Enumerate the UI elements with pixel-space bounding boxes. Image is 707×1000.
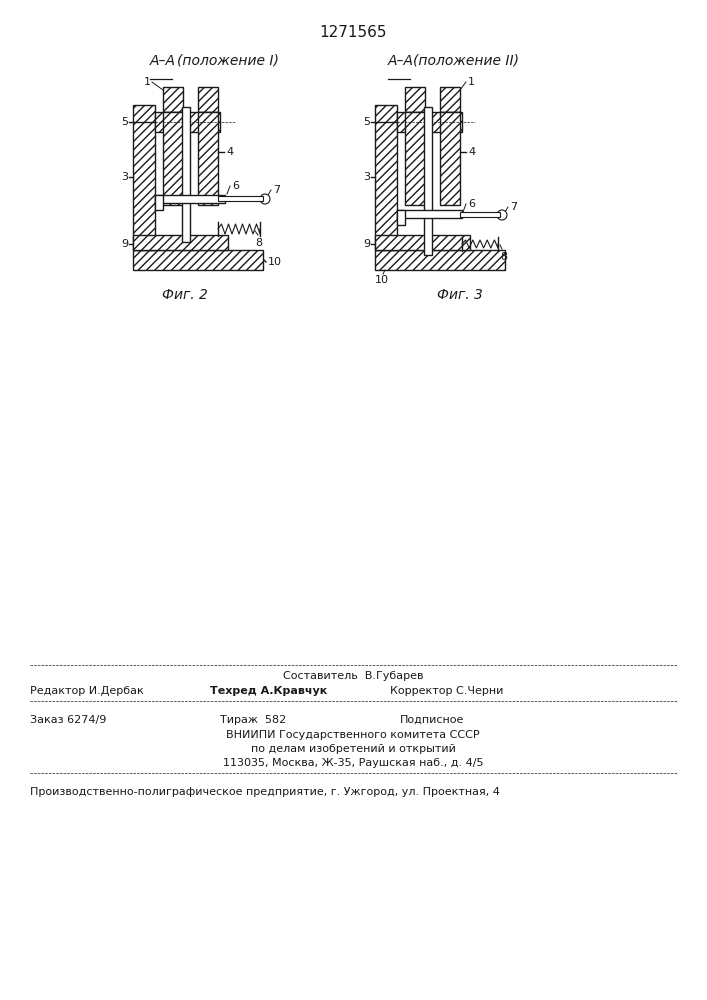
Text: (положение I): (положение I) [177,54,279,68]
Text: 113035, Москва, Ж-35, Раушская наб., д. 4/5: 113035, Москва, Ж-35, Раушская наб., д. … [223,758,484,768]
Text: Составитель  В.Губарев: Составитель В.Губарев [283,671,423,681]
Text: 9: 9 [121,239,128,249]
Text: 7: 7 [510,202,517,212]
Bar [440,87,460,112]
Bar [155,195,225,203]
Text: 6: 6 [468,199,475,209]
Text: 4: 4 [468,147,475,157]
Text: 9: 9 [363,239,370,249]
Text: 3: 3 [121,172,128,182]
Text: 10: 10 [268,257,282,267]
Text: 6: 6 [232,181,239,191]
Bar [375,235,470,250]
Text: 10: 10 [375,275,389,285]
Bar [218,196,263,201]
Bar [460,212,500,217]
Bar [397,210,462,218]
Bar [133,250,263,270]
Text: Корректор С.Черни: Корректор С.Черни [390,686,503,696]
Text: Производственно-полиграфическое предприятие, г. Ужгород, ул. Проектная, 4: Производственно-полиграфическое предприя… [30,787,500,797]
Text: 1271565: 1271565 [320,25,387,40]
Text: А–А: А–А [150,54,176,68]
Text: 4: 4 [226,147,233,157]
Text: 1: 1 [144,77,151,87]
Text: Тираж  582: Тираж 582 [220,715,286,725]
Bar [155,195,163,210]
Text: 7: 7 [273,185,280,195]
Text: 8: 8 [255,238,262,248]
Bar [133,105,155,250]
Text: 5: 5 [121,117,128,127]
Circle shape [260,194,270,204]
Bar [163,87,183,112]
Bar [440,112,460,205]
Bar [163,112,183,205]
Text: Фиг. 2: Фиг. 2 [162,288,208,302]
Text: Подписное: Подписное [400,715,464,725]
Text: (положение II): (положение II) [413,54,519,68]
Circle shape [497,210,507,220]
Bar [397,210,405,225]
Text: 3: 3 [363,172,370,182]
Bar [405,87,425,112]
Bar [405,112,425,205]
Text: по делам изобретений и открытий: по делам изобретений и открытий [250,744,455,754]
Text: Заказ 6274/9: Заказ 6274/9 [30,715,106,725]
Text: 1: 1 [468,77,475,87]
Text: Фиг. 3: Фиг. 3 [437,288,483,302]
Text: А–А: А–А [388,54,414,68]
Bar [198,87,218,112]
Bar [182,107,190,242]
Text: 5: 5 [363,117,370,127]
Bar [375,105,397,250]
Bar [133,235,228,250]
Text: 8: 8 [500,252,507,262]
Text: Техред А.Кравчук: Техред А.Кравчук [210,686,327,696]
Bar [397,112,462,132]
Text: Редактор И.Дербак: Редактор И.Дербак [30,686,144,696]
Bar [198,112,218,205]
Text: ВНИИПИ Государственного комитета СССР: ВНИИПИ Государственного комитета СССР [226,730,480,740]
Bar [155,112,220,132]
Bar [424,107,432,255]
Bar [375,250,505,270]
